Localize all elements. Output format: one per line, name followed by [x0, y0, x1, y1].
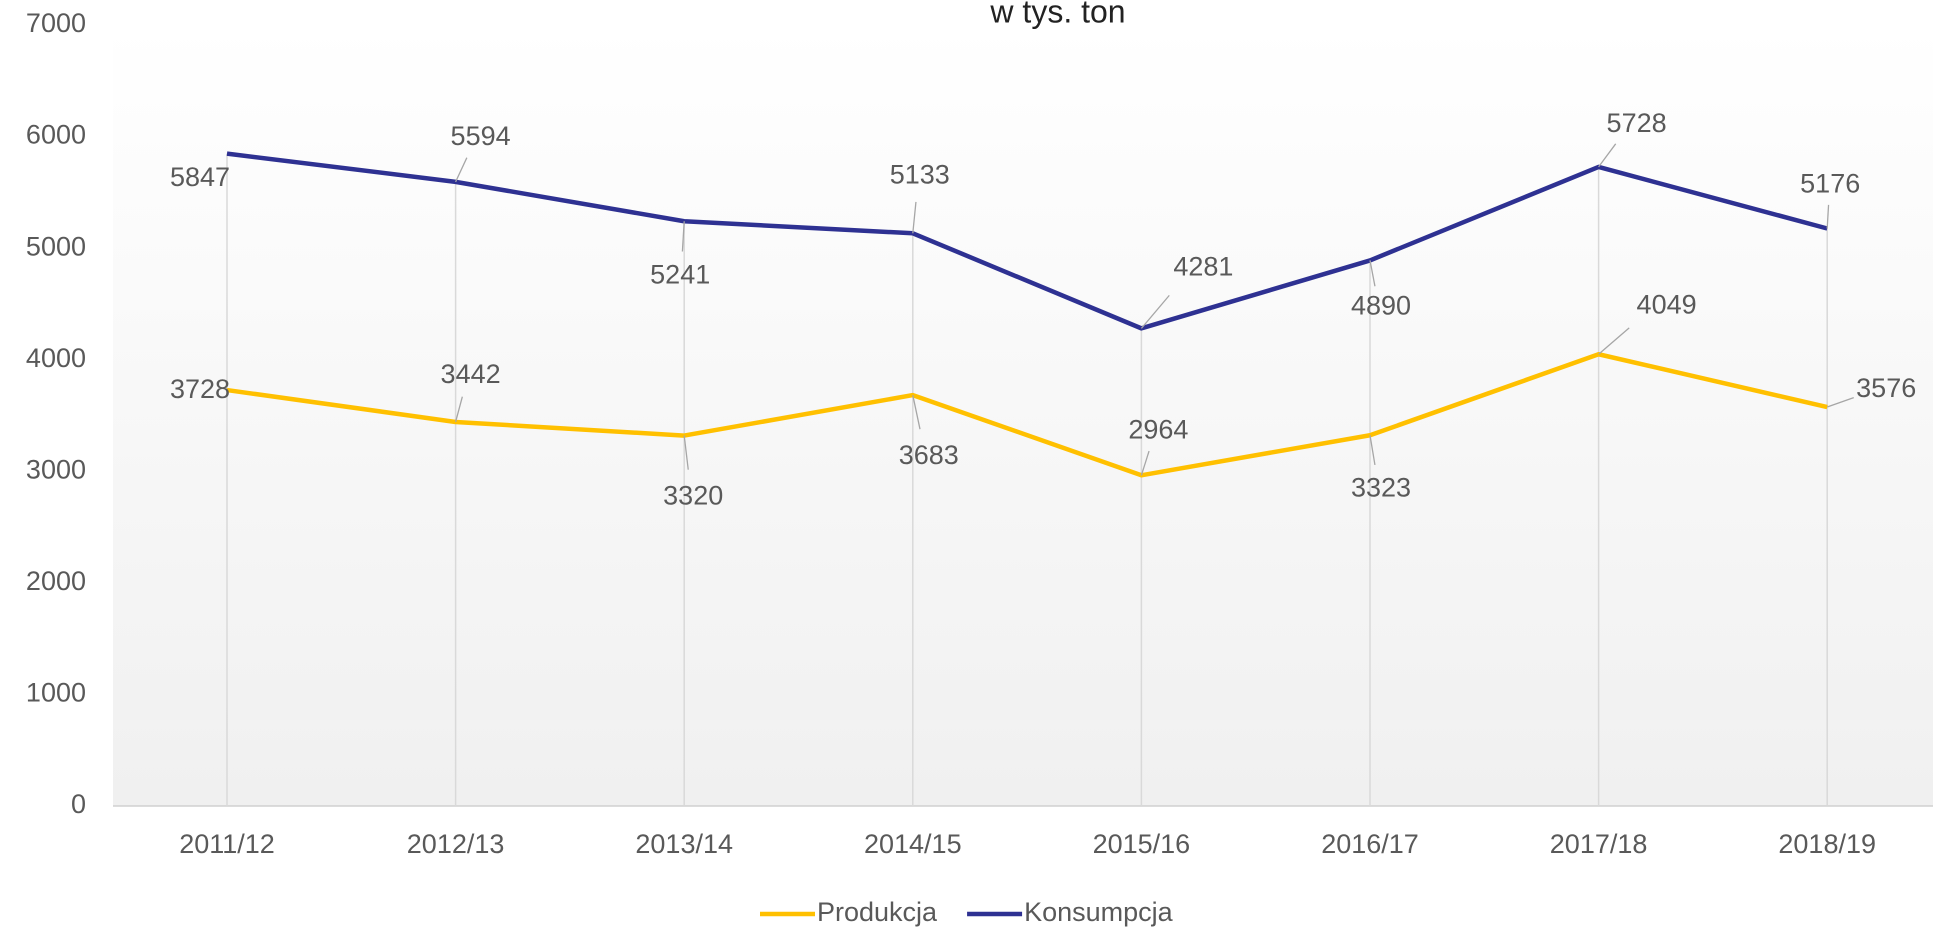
leader-line — [1826, 204, 1830, 229]
data-label: 3728 — [170, 374, 230, 404]
data-label: 5594 — [451, 121, 511, 151]
data-label: 3576 — [1856, 373, 1916, 403]
data-label: 4890 — [1351, 291, 1411, 321]
y-tick-label: 2000 — [26, 566, 86, 596]
y-tick-label: 7000 — [26, 8, 86, 38]
data-label: 5133 — [890, 159, 950, 189]
x-tick-label: 2012/13 — [407, 829, 505, 859]
series-line — [226, 151, 1828, 331]
leader-line — [1140, 450, 1150, 476]
leader-line — [1369, 435, 1376, 466]
leader-line — [1598, 143, 1617, 168]
data-label: 4049 — [1637, 289, 1697, 319]
data-label: 3442 — [441, 359, 501, 389]
data-label: 2964 — [1128, 414, 1188, 444]
data-label: 5728 — [1607, 108, 1667, 138]
data-label: 5847 — [170, 162, 230, 192]
leader-line — [681, 221, 685, 252]
leader-line — [455, 157, 468, 183]
data-label: 4281 — [1173, 251, 1233, 281]
y-tick-label: 0 — [71, 789, 86, 819]
x-tick-label: 2018/19 — [1778, 829, 1876, 859]
x-tick-label: 2015/16 — [1093, 829, 1191, 859]
data-label: 5241 — [650, 259, 710, 289]
x-tick-label: 2013/14 — [635, 829, 733, 859]
leader-line — [1369, 260, 1376, 287]
y-tick-label: 4000 — [26, 343, 86, 373]
leader-line — [1598, 327, 1630, 355]
y-tick-label: 3000 — [26, 454, 86, 484]
legend-label: Produkcja — [817, 897, 938, 927]
y-tick-label: 5000 — [26, 231, 86, 261]
leader-line — [912, 201, 917, 234]
data-label: 3683 — [899, 440, 959, 470]
data-label: 5176 — [1800, 169, 1860, 199]
y-tick-label: 1000 — [26, 678, 86, 708]
data-label: 3320 — [663, 481, 723, 511]
leader-line — [683, 435, 689, 470]
leader-line — [1826, 397, 1854, 408]
x-tick-label: 2016/17 — [1321, 829, 1419, 859]
chart-title: w tys. ton — [989, 0, 1125, 29]
data-label: 3323 — [1351, 472, 1411, 502]
x-tick-label: 2017/18 — [1550, 829, 1648, 859]
leader-line — [454, 396, 463, 423]
legend-label: Konsumpcja — [1024, 897, 1174, 927]
y-tick-label: 6000 — [26, 120, 86, 150]
leader-line — [912, 394, 921, 430]
x-tick-label: 2014/15 — [864, 829, 962, 859]
plot-background — [113, 25, 1933, 806]
leader-line — [1140, 294, 1170, 329]
series-line — [226, 351, 1828, 478]
x-tick-label: 2011/12 — [179, 829, 275, 859]
